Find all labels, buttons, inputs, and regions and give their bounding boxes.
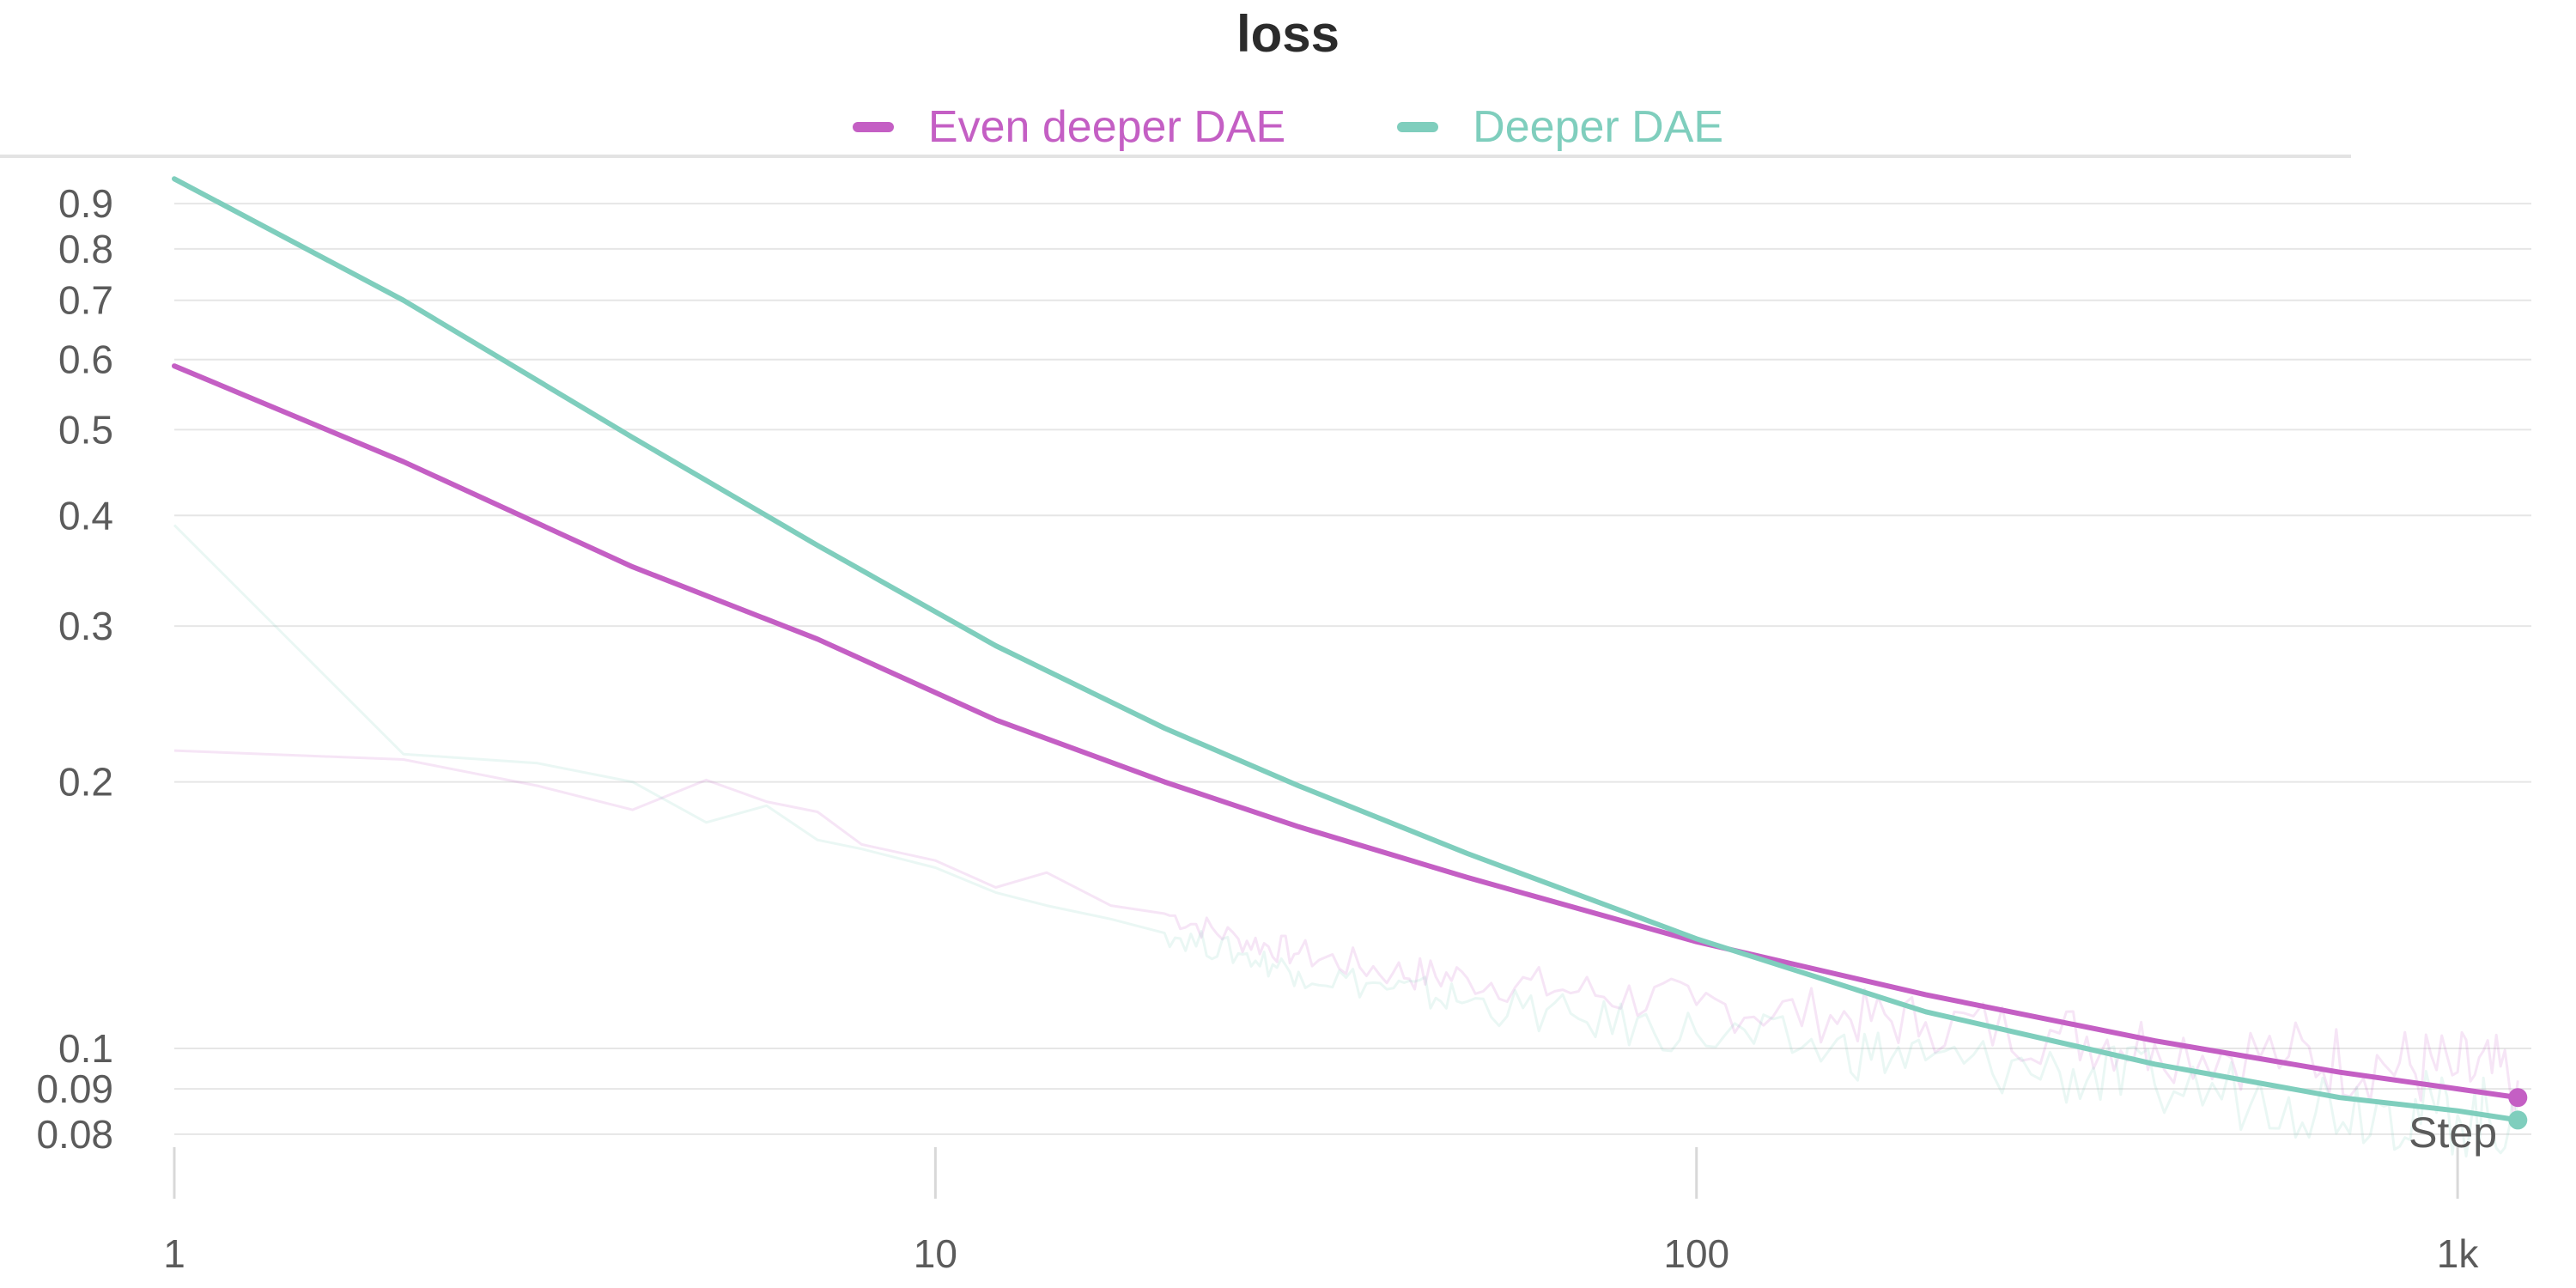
legend-label-deeper-dae: Deeper DAE — [1473, 102, 1724, 152]
y-tick-label-0-6: 0.6 — [58, 337, 113, 382]
raw-series-even-deeper-dae — [173, 749, 2519, 1118]
legend-swatch-deeper-dae — [1397, 122, 1439, 132]
raw-series-layer — [173, 524, 2519, 1158]
x-tick-label-1k: 1k — [2437, 1231, 2480, 1276]
x-axis-label: Step — [2409, 1109, 2497, 1157]
y-tick-label-0-3: 0.3 — [58, 604, 113, 648]
raw-series-deeper-dae — [173, 524, 2519, 1158]
legend: Even deeper DAE Deeper DAE — [0, 93, 2576, 161]
y-tick-label-0-2: 0.2 — [58, 760, 113, 805]
legend-swatch-even-deeper-dae — [852, 122, 894, 132]
y-tick-label-0-08: 0.08 — [36, 1112, 113, 1157]
series-line-deeper-dae[interactable] — [172, 176, 2521, 1123]
legend-divider — [0, 155, 2351, 158]
grid-lines — [174, 203, 2531, 1135]
x-axis: 1 10 100 1k — [163, 1147, 2479, 1276]
y-tick-label-0-8: 0.8 — [58, 227, 113, 271]
legend-item-even-deeper-dae[interactable]: Even deeper DAE — [852, 101, 1286, 153]
chart-title: loss — [1236, 5, 1340, 63]
y-tick-label-0-4: 0.4 — [58, 493, 113, 538]
y-tick-label-0-09: 0.09 — [36, 1066, 113, 1111]
y-tick-label-0-7: 0.7 — [58, 278, 113, 323]
series-end-marker-deeper-dae — [2508, 1110, 2528, 1130]
y-tick-label-0-1: 0.1 — [58, 1026, 113, 1071]
series-end-marker-even-deeper-dae — [2508, 1088, 2528, 1108]
smoothed-series-layer — [172, 176, 2528, 1130]
y-tick-label-0-5: 0.5 — [58, 407, 113, 452]
legend-item-deeper-dae[interactable]: Deeper DAE — [1397, 101, 1723, 153]
legend-label-even-deeper-dae: Even deeper DAE — [927, 102, 1286, 152]
y-tick-label-0-9: 0.9 — [58, 181, 113, 226]
series-line-even-deeper-dae[interactable] — [172, 363, 2521, 1101]
x-tick-label-1: 1 — [163, 1231, 185, 1276]
x-tick-label-10: 10 — [914, 1231, 957, 1276]
y-axis: 0.90.8 0.7 0.6 0.5 0.4 0.3 0.2 0.10.090.08 — [36, 181, 113, 1157]
x-tick-label-100: 100 — [1663, 1231, 1729, 1276]
